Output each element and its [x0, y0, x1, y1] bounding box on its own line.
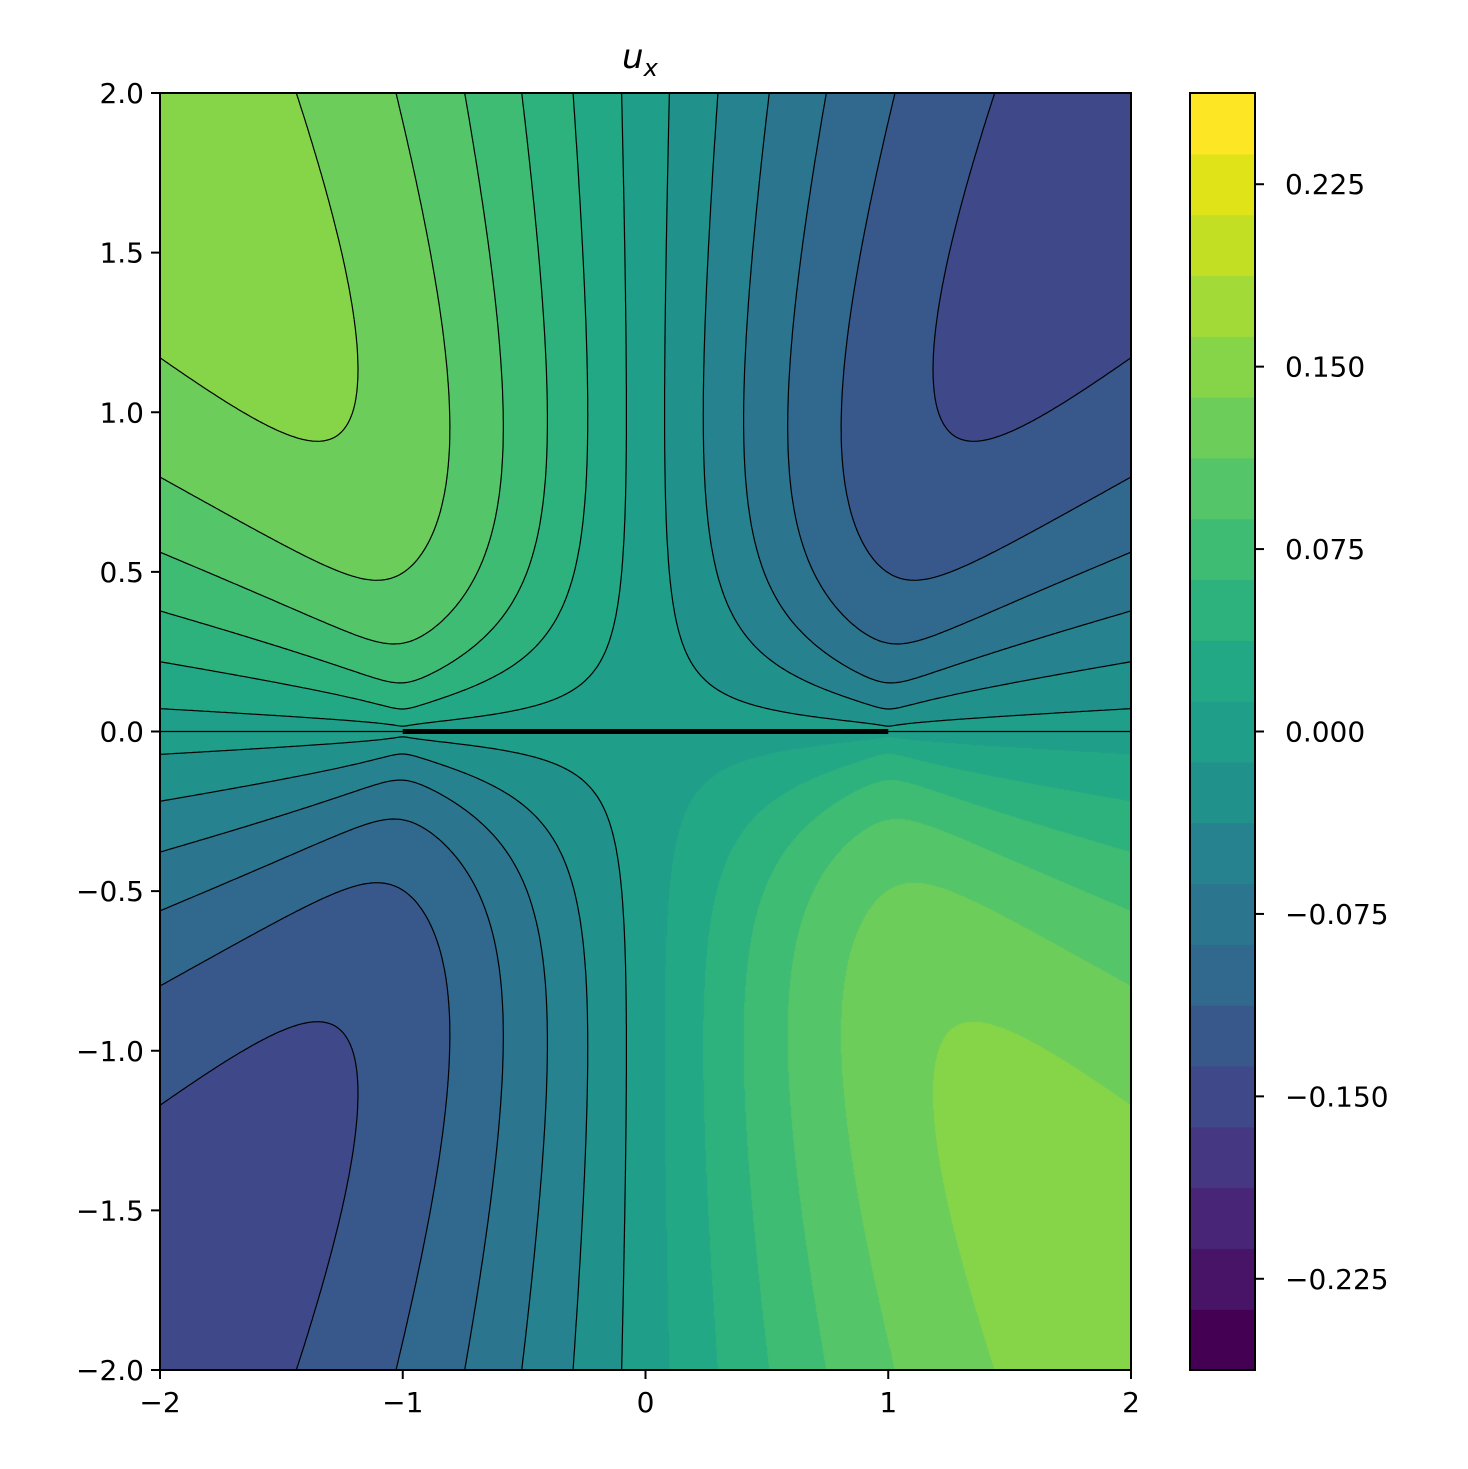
- x-tick-label: 1: [879, 1386, 897, 1419]
- colorbar-band: [1190, 1065, 1255, 1128]
- contour-line: [160, 93, 504, 645]
- colorbar-band: [1190, 457, 1255, 520]
- colorbar-band: [1190, 214, 1255, 277]
- colorbar-band: [1190, 397, 1255, 459]
- colorbar-tick-label: −0.225: [1285, 1263, 1389, 1296]
- y-tick-label: 2.0: [99, 77, 144, 110]
- colorbar-band: [1190, 153, 1255, 216]
- contour-line: [160, 93, 627, 727]
- colorbar-band: [1190, 336, 1255, 398]
- colorbar-tick-label: 0.000: [1285, 716, 1365, 749]
- colorbar-band: [1190, 761, 1255, 824]
- contour-line: [160, 93, 1131, 1370]
- colorbar-tick-label: 0.225: [1285, 168, 1365, 201]
- colorbar-band: [1190, 1187, 1255, 1249]
- colorbar-band: [1190, 1005, 1255, 1067]
- colorbar-band: [1190, 1248, 1255, 1310]
- colorbar-tick-label: 0.150: [1285, 351, 1365, 384]
- contour-line: [160, 93, 451, 581]
- plot-area: [159, 92, 1132, 1371]
- colorbar-band: [1190, 275, 1255, 337]
- x-tick-label: 2: [1122, 1386, 1140, 1419]
- chart-title-subscript: x: [643, 54, 659, 82]
- contour-line: [160, 93, 359, 442]
- colorbar-band: [1190, 944, 1255, 1006]
- y-tick-label: −2.0: [76, 1354, 144, 1387]
- contour-line: [160, 93, 1131, 1370]
- colorbar-band: [1190, 883, 1255, 945]
- y-tick-label: 1.0: [99, 396, 144, 429]
- colorbar-band: [1190, 1126, 1255, 1189]
- contour-line: [160, 93, 589, 710]
- contour-line: [160, 93, 548, 684]
- colorbar-band: [1190, 701, 1255, 763]
- colorbar: 0.225 0.150 0.075 0.000 −0.075 −0.150 −0.225: [1189, 92, 1389, 1371]
- colorbar-band: [1190, 579, 1255, 641]
- contour-line: [160, 93, 1131, 1370]
- y-tick-label: 0.5: [99, 556, 144, 589]
- contour-lines: [160, 93, 1131, 1370]
- colorbar-band: [1190, 518, 1255, 581]
- x-tick-label: 0: [637, 1386, 655, 1419]
- y-tick-label: −1.5: [76, 1194, 144, 1227]
- colorbar-band: [1190, 640, 1255, 702]
- y-axis: 2.0 1.5 1.0 0.5 0.0 −0.5 −1.0 −1.5 −2.0: [76, 77, 160, 1387]
- colorbar-tick-label: −0.075: [1285, 898, 1389, 931]
- contour-line: [160, 93, 1131, 1370]
- x-tick-label: −2: [139, 1386, 180, 1419]
- y-tick-label: 0.0: [99, 716, 144, 749]
- colorbar-band: [1190, 93, 1255, 155]
- y-tick-label: 1.5: [99, 237, 144, 270]
- colorbar-band: [1190, 822, 1255, 885]
- colorbar-bands: [1190, 93, 1255, 1371]
- colorbar-tick-label: 0.075: [1285, 533, 1365, 566]
- y-tick-label: −1.0: [76, 1035, 144, 1068]
- x-tick-label: −1: [382, 1386, 423, 1419]
- colorbar-band: [1190, 1309, 1255, 1371]
- chart-title: ux: [622, 37, 659, 82]
- colorbar-ticks: 0.225 0.150 0.075 0.000 −0.075 −0.150 −0.225: [1255, 168, 1389, 1296]
- x-axis: −2 −1 0 1 2: [139, 1370, 1140, 1419]
- colorbar-tick-label: −0.150: [1285, 1080, 1389, 1113]
- y-tick-label: −0.5: [76, 875, 144, 908]
- contour-line: [160, 93, 1131, 1370]
